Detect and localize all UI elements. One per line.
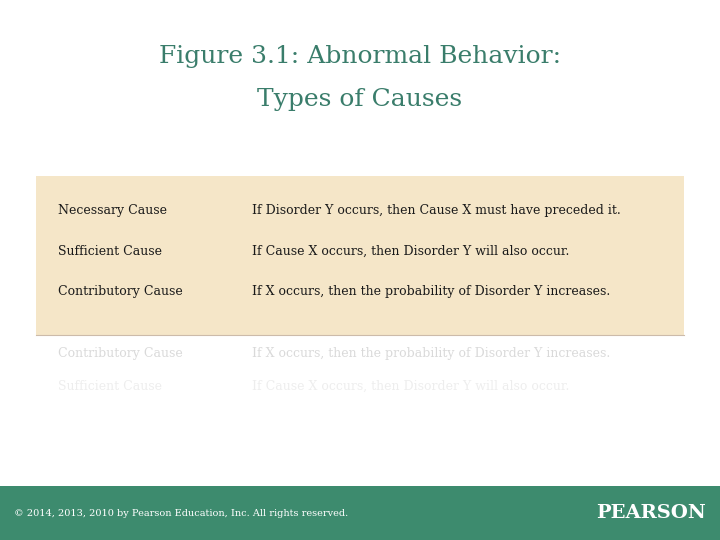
Bar [36,176,684,335]
Text: Sufficient Cause: Sufficient Cause [58,245,161,258]
Text: If X occurs, then the probability of Disorder Y increases.: If X occurs, then the probability of Dis… [252,347,611,360]
Text: Figure 3.1: Abnormal Behavior:: Figure 3.1: Abnormal Behavior: [159,45,561,68]
Text: Necessary Cause: Necessary Cause [58,204,166,217]
Text: If Cause X occurs, then Disorder Y will also occur.: If Cause X occurs, then Disorder Y will … [252,245,570,258]
Text: Contributory Cause: Contributory Cause [58,285,182,298]
Text: PEARSON: PEARSON [596,504,706,522]
Text: If Cause X occurs, then Disorder Y will also occur.: If Cause X occurs, then Disorder Y will … [252,380,570,393]
Bar [0,486,720,540]
Text: Sufficient Cause: Sufficient Cause [58,380,161,393]
Text: If X occurs, then the probability of Disorder Y increases.: If X occurs, then the probability of Dis… [252,285,611,298]
Text: Contributory Cause: Contributory Cause [58,347,182,360]
Text: © 2014, 2013, 2010 by Pearson Education, Inc. All rights reserved.: © 2014, 2013, 2010 by Pearson Education,… [14,509,348,517]
Text: If Disorder Y occurs, then Cause X must have preceded it.: If Disorder Y occurs, then Cause X must … [252,204,621,217]
Text: Types of Causes: Types of Causes [258,89,462,111]
